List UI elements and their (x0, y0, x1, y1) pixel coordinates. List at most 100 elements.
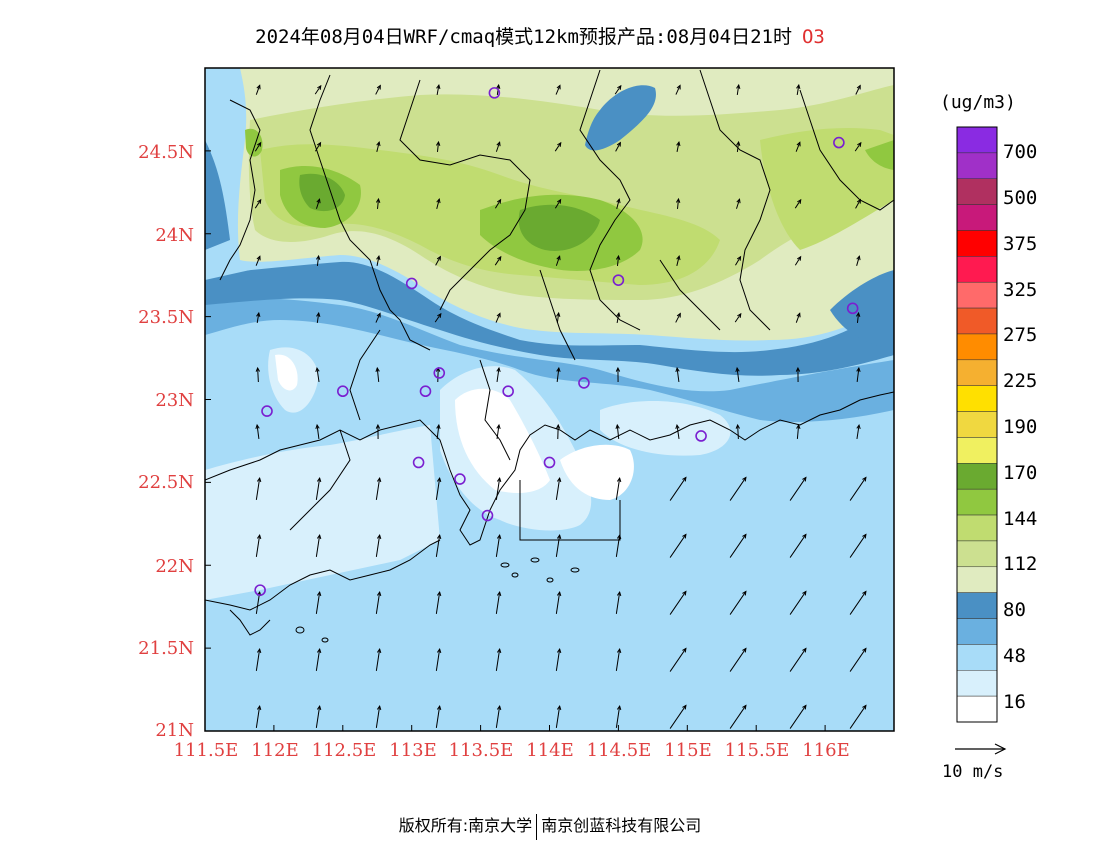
wind-arrow (495, 590, 502, 614)
station-marker (254, 584, 266, 596)
wind-arrow (556, 366, 561, 383)
wind-arrow (255, 647, 262, 671)
wind-arrow (669, 704, 687, 729)
wind-arrow (789, 647, 807, 672)
wind-arrow (494, 255, 502, 266)
wind-arrow (554, 198, 562, 209)
colorbar-swatch (956, 230, 998, 257)
wind-arrow (615, 533, 622, 557)
wind-arrow (856, 255, 861, 266)
wind-arrow (254, 198, 262, 209)
wind-arrow (315, 533, 322, 557)
lon-label: 112E (251, 740, 299, 761)
copyright-footer: 版权所有:南京大学 南京创蓝科技有限公司 (0, 812, 1100, 840)
wind-arrow (375, 84, 381, 95)
colorbar-swatch (956, 540, 998, 568)
wind-arrow (495, 533, 502, 557)
wind-arrow (316, 311, 321, 324)
wind-arrow (255, 84, 261, 95)
wind-arrow (495, 704, 502, 728)
wind-arrow (789, 533, 807, 558)
station-markers (254, 87, 859, 596)
colorbar-swatch (956, 204, 998, 231)
station-marker (578, 377, 590, 389)
wind-arrow (555, 533, 562, 557)
colorbar-swatch (956, 592, 998, 619)
wind-arrow (375, 366, 380, 383)
wind-arrow (729, 704, 747, 729)
wind-arrow (555, 647, 562, 671)
colorbar-swatch (956, 566, 998, 593)
wind-arrow (555, 476, 562, 500)
colorbar-swatch (956, 618, 998, 645)
station-marker (454, 473, 466, 485)
wind-arrow (789, 704, 807, 729)
wind-arrow (494, 198, 502, 209)
lon-label: 114.5E (586, 740, 652, 761)
colorbar-label: 275 (1003, 324, 1038, 346)
colorbar-label: 170 (1003, 462, 1038, 484)
wind-arrow (496, 423, 501, 440)
wind-arrow (435, 533, 442, 557)
islands (295, 557, 580, 643)
wind-arrow (796, 423, 801, 440)
wind-arrow (375, 533, 382, 557)
concentration-field (205, 68, 894, 731)
colorbar-label: 16 (1003, 691, 1026, 713)
station-marker (612, 274, 625, 286)
wind-arrow (729, 647, 747, 672)
colorbar-swatch (956, 152, 998, 179)
wind-arrow (849, 533, 867, 558)
wind-arrow (615, 254, 621, 267)
wind-arrow (495, 476, 502, 500)
station-marker (433, 367, 446, 379)
wind-arrow (675, 312, 681, 323)
footer-separator (536, 813, 538, 840)
wind-arrow (735, 423, 740, 440)
wind-arrow (615, 423, 620, 440)
wind-arrow (434, 312, 442, 323)
wind-arrow (435, 647, 442, 671)
station-marker (846, 302, 859, 315)
wind-arrow (256, 311, 261, 324)
station-marker (833, 136, 845, 149)
lat-label: 23.5N (138, 307, 194, 328)
wind-arrow (315, 366, 320, 382)
colorbar-label: 700 (1003, 141, 1038, 163)
colorbar-swatch (956, 670, 998, 697)
wind-arrow (854, 141, 862, 152)
wind-arrow (496, 366, 501, 383)
station-marker (488, 87, 501, 99)
wind-arrow (729, 533, 747, 558)
wind-arrow (849, 476, 867, 501)
wind-arrow (796, 83, 801, 96)
wind-arrow (616, 311, 621, 324)
colorbar-swatch (956, 178, 998, 205)
colorbar-swatch (956, 411, 998, 438)
wind-arrow (495, 647, 502, 671)
colorbar-label: 225 (1003, 370, 1038, 392)
wind-arrow (795, 366, 801, 383)
wind-arrow (314, 84, 322, 95)
colorbar-swatch (956, 256, 998, 283)
wind-arrow (315, 590, 322, 614)
wind-arrow (615, 704, 622, 728)
wind-arrow (789, 590, 807, 615)
colorbar-swatch (956, 488, 998, 516)
colorbar-swatch (956, 333, 998, 361)
wind-arrow (855, 311, 861, 324)
colorbar-swatch (956, 695, 998, 723)
wind-arrow (375, 590, 382, 614)
reference-wind-arrow (955, 743, 1007, 755)
wind-arrow (736, 198, 741, 209)
lon-label: 115E (664, 740, 712, 761)
wind-arrow (315, 198, 321, 209)
wind-arrow (669, 647, 687, 672)
wind-arrow (736, 140, 741, 153)
station-marker (405, 277, 418, 290)
lon-label: 115.5E (724, 740, 790, 761)
wind-arrow (855, 198, 862, 209)
lat-label: 22.5N (138, 472, 194, 493)
wind-arrow (435, 255, 441, 266)
